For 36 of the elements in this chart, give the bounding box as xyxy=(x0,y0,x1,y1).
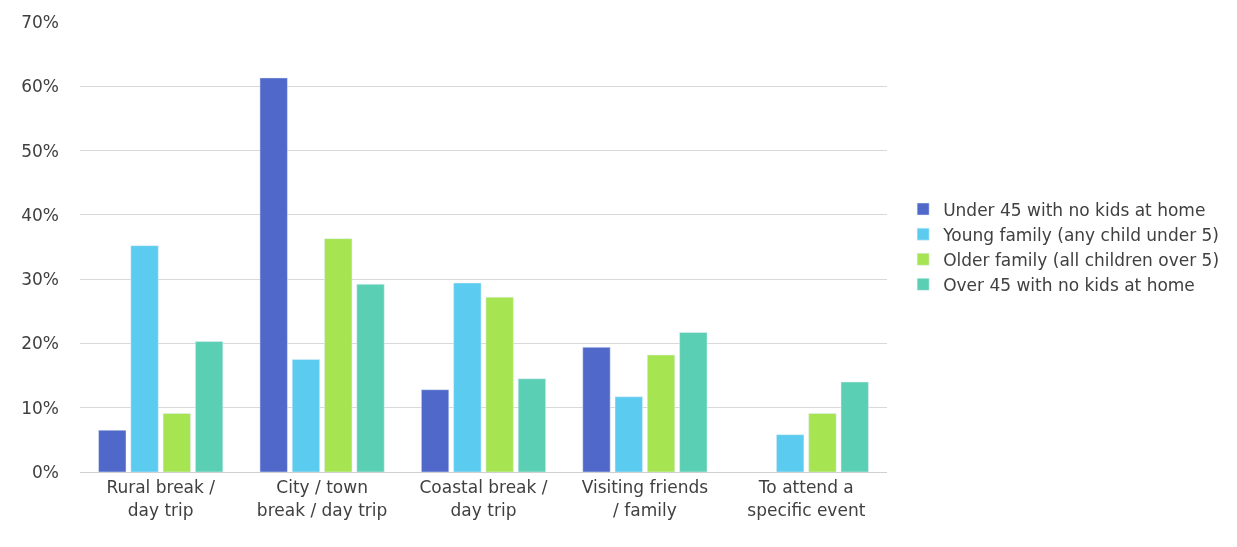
y-tick-label: 20% xyxy=(21,333,59,354)
legend-label: Over 45 with no kids at home xyxy=(943,274,1195,295)
bar xyxy=(291,359,320,472)
bar xyxy=(647,354,676,472)
y-tick-label: 10% xyxy=(21,397,59,418)
bar xyxy=(776,434,805,472)
bar xyxy=(162,413,191,472)
bar xyxy=(840,381,869,472)
bar xyxy=(259,77,288,472)
legend-label: Under 45 with no kids at home xyxy=(943,199,1206,220)
y-tick-label: 50% xyxy=(21,140,59,161)
x-tick-label: City / town break / day trip xyxy=(256,477,388,520)
bar xyxy=(517,378,546,472)
x-tick-label: Rural break / day trip xyxy=(106,477,216,520)
bar xyxy=(130,245,159,472)
bar xyxy=(679,332,708,472)
bar xyxy=(582,347,611,472)
bar xyxy=(324,238,353,472)
y-tick-label: 40% xyxy=(21,204,59,225)
y-tick-label: 0% xyxy=(32,461,59,482)
legend-label: Young family (any child under 5) xyxy=(942,224,1219,245)
bar xyxy=(453,282,482,472)
bar xyxy=(485,296,514,472)
bar xyxy=(808,413,837,472)
bar xyxy=(98,429,127,472)
x-tick-label: Coastal break / day trip xyxy=(419,477,548,520)
bar xyxy=(356,284,385,472)
x-tick-label: To attend a specific event xyxy=(747,477,866,520)
legend-label: Older family (all children over 5) xyxy=(943,249,1220,270)
bar xyxy=(614,396,643,472)
y-tick-label: 30% xyxy=(21,269,59,290)
x-tick-label: Visiting friends / family xyxy=(581,477,709,520)
y-tick-label: 60% xyxy=(21,76,59,97)
bar xyxy=(195,341,224,472)
y-tick-label: 70% xyxy=(21,11,59,32)
bar xyxy=(421,389,450,472)
